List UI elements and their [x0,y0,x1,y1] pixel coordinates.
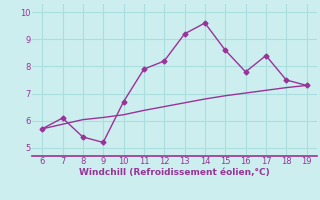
X-axis label: Windchill (Refroidissement éolien,°C): Windchill (Refroidissement éolien,°C) [79,168,270,177]
